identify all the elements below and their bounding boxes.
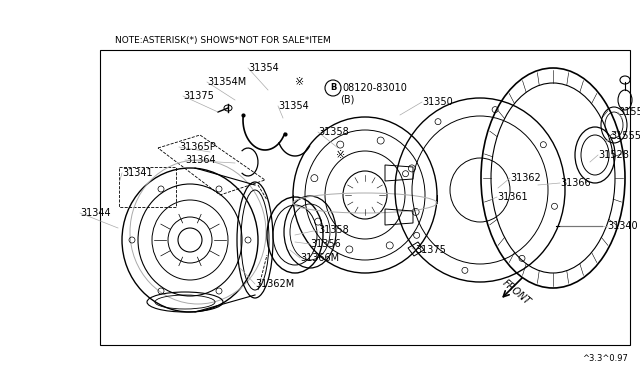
Text: 31528: 31528 [598, 150, 629, 160]
Text: 31366: 31366 [560, 178, 591, 188]
Text: 31358: 31358 [318, 225, 349, 235]
Text: 08120-83010: 08120-83010 [342, 83, 407, 93]
Text: 31354: 31354 [278, 101, 308, 111]
Text: 31555N: 31555N [610, 131, 640, 141]
Text: ^3.3^0.97: ^3.3^0.97 [582, 354, 628, 363]
Text: 31364: 31364 [185, 155, 216, 165]
Text: 31354: 31354 [248, 63, 279, 73]
Text: 31375: 31375 [183, 91, 214, 101]
Text: 31375: 31375 [415, 245, 446, 255]
Text: 31362: 31362 [510, 173, 541, 183]
Text: B: B [330, 83, 336, 93]
Text: 31354M: 31354M [207, 77, 246, 87]
Text: ※: ※ [336, 150, 345, 160]
Text: ※: ※ [295, 77, 304, 87]
Text: 31350: 31350 [422, 97, 452, 107]
Text: 31341: 31341 [122, 168, 152, 178]
Text: (B): (B) [340, 94, 355, 104]
Text: 31356: 31356 [310, 239, 340, 249]
Bar [100, 50, 630, 345]
Text: 31362M: 31362M [255, 279, 294, 289]
Text: 31358: 31358 [318, 127, 349, 137]
Text: 31366M: 31366M [300, 253, 339, 263]
Text: 31344: 31344 [80, 208, 111, 218]
Text: 31340: 31340 [607, 221, 637, 231]
Text: FRONT: FRONT [500, 278, 532, 307]
Text: 31556N: 31556N [618, 107, 640, 117]
Text: 31361: 31361 [497, 192, 527, 202]
Text: 31365P: 31365P [179, 142, 216, 152]
Text: NOTE:ASTERISK(*) SHOWS*NOT FOR SALE*ITEM: NOTE:ASTERISK(*) SHOWS*NOT FOR SALE*ITEM [115, 35, 331, 45]
